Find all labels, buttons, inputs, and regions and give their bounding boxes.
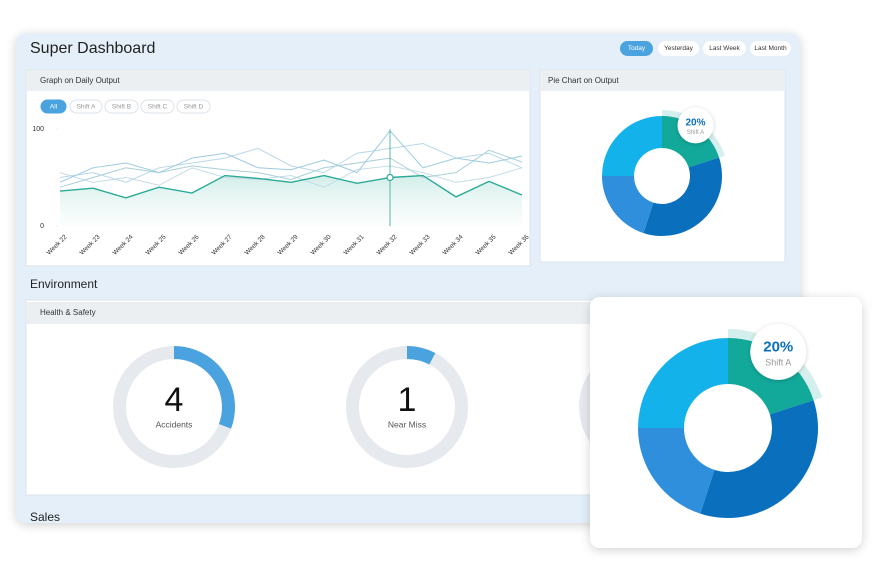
gauge-value: 4: [165, 381, 184, 419]
panel-title: Pie Chart on Output: [548, 76, 619, 85]
filter-button[interactable]: [750, 41, 791, 56]
series-line: [59, 165, 523, 188]
pie-slice: [602, 116, 662, 176]
panel-title: Graph on Daily Output: [40, 76, 120, 85]
gauge-arc: [406, 346, 436, 365]
panel-title: Health & Safety: [40, 308, 96, 317]
pie-slice: [700, 400, 818, 518]
callout-label: Shift A: [687, 130, 704, 136]
series-line: [59, 143, 523, 183]
gauge-value: 1: [398, 381, 417, 419]
panel-header: [540, 70, 785, 91]
filter-button-label[interactable]: Last Month: [754, 45, 787, 52]
section-title: Sales: [30, 510, 60, 524]
y-tick-label: 100: [32, 126, 44, 133]
panel-header: [26, 70, 530, 91]
area: [60, 175, 522, 226]
series-chip-label[interactable]: Shift B: [112, 104, 131, 111]
filter-button-label[interactable]: Today: [628, 45, 646, 52]
filter-button[interactable]: [703, 41, 746, 56]
filter-button-label[interactable]: Last Week: [709, 45, 740, 52]
section-title: Environment: [30, 277, 98, 291]
gauge-arc: [173, 346, 235, 429]
pie-slice: [602, 176, 654, 234]
series-line: [59, 130, 523, 183]
series-chip-label[interactable]: All: [50, 104, 58, 111]
series-chip[interactable]: [104, 99, 139, 114]
callout-value: 20%: [763, 339, 793, 356]
series-chip[interactable]: [176, 99, 211, 114]
pie-slice: [638, 428, 715, 514]
dashboard-title: Super Dashboard: [30, 40, 155, 57]
series-line: [59, 149, 523, 188]
series-chip-label[interactable]: Shift A: [77, 104, 96, 111]
pie-slice: [638, 338, 728, 428]
panel: [25, 69, 531, 267]
callout: [677, 107, 714, 144]
series-chip-label[interactable]: Shift D: [184, 104, 204, 111]
filter-button[interactable]: [658, 41, 699, 56]
callout-value: 20%: [685, 117, 705, 128]
series-line: [59, 174, 523, 199]
callout-label: Shift A: [765, 357, 791, 367]
y-tick-label: 0: [40, 223, 44, 230]
pie-slice: [643, 157, 723, 237]
filter-button-label[interactable]: Yesterday: [664, 45, 693, 52]
series-chip[interactable]: [69, 99, 103, 114]
filter-button[interactable]: [620, 41, 653, 56]
hover-point: [386, 173, 394, 182]
callout: [750, 323, 807, 380]
series-chip[interactable]: [140, 99, 175, 114]
gauge-label: Accidents: [156, 419, 193, 429]
series-chip[interactable]: [40, 99, 67, 114]
gauge-label: Near Miss: [388, 419, 426, 429]
series-chip-label[interactable]: Shift C: [148, 104, 168, 111]
